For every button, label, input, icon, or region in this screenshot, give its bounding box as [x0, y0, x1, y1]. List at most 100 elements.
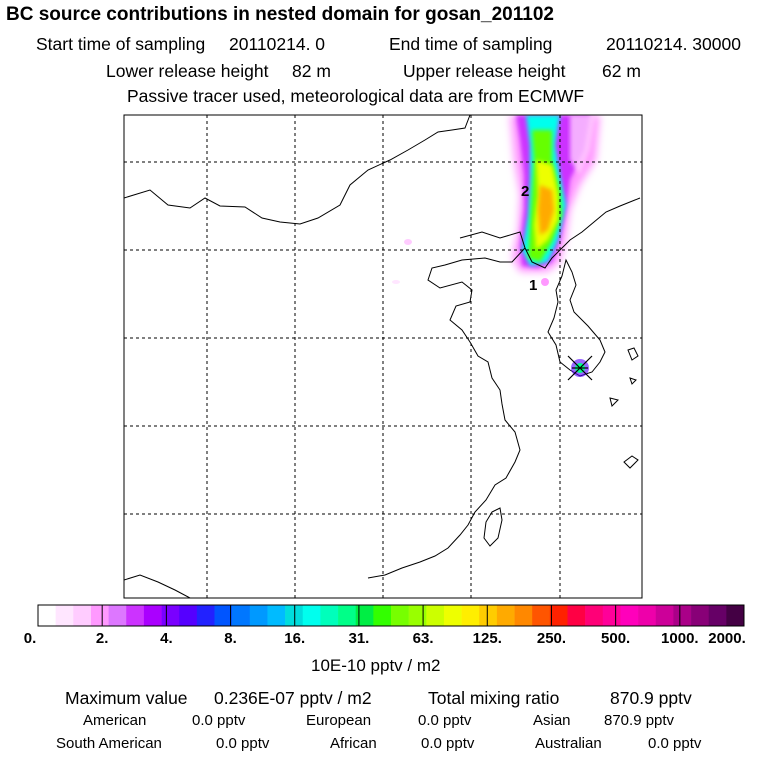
colorbar-swatch	[373, 605, 392, 626]
colorbar-swatch	[479, 605, 498, 626]
map-frame	[123, 114, 643, 599]
colorbar-swatch	[161, 605, 180, 626]
colorbar-swatch	[179, 605, 198, 626]
colorbar-swatch	[249, 605, 268, 626]
trajectory-label-1: 1	[529, 277, 537, 294]
colorbar-swatch	[302, 605, 321, 626]
colorbar-swatch	[108, 605, 127, 626]
colorbar-swatch	[708, 605, 727, 626]
south-american-value: 0.0 pptv	[216, 735, 270, 752]
colorbar-tick-label: 250.	[536, 630, 567, 647]
colorbar-swatch	[267, 605, 286, 626]
total-mixing-label: Total mixing ratio	[428, 688, 560, 708]
plume-speck-1	[404, 239, 412, 245]
bohai-coast	[367, 231, 526, 579]
colorbar-swatch	[602, 605, 621, 626]
korea-peninsula	[547, 258, 606, 377]
lower-height-value: 82 m	[292, 61, 331, 81]
plume-upper-light	[570, 115, 596, 175]
start-time-value: 20110214. 0	[229, 34, 326, 54]
american-value: 0.0 pptv	[192, 712, 246, 729]
colorbar-swatch	[285, 605, 304, 626]
plume-speck-3	[541, 278, 549, 286]
colorbar-swatch	[514, 605, 533, 626]
african-label: African	[330, 735, 377, 752]
australian-value: 0.0 pptv	[648, 735, 702, 752]
max-value-label: Maximum value	[65, 688, 188, 708]
colorbar-unit: 10E-10 pptv / m2	[311, 656, 441, 675]
plume-layer	[392, 115, 600, 286]
colorbar-tick-label: 125.	[472, 630, 502, 647]
colorbar-swatch	[143, 605, 162, 626]
taiwan	[483, 507, 503, 547]
total-mixing-value: 870.9 pptv	[610, 688, 692, 708]
colorbar-tick-label: 4.	[160, 630, 173, 647]
liaodong-peninsula	[524, 197, 641, 269]
colorbar-swatch	[90, 605, 109, 626]
asian-value: 870.9 pptv	[604, 712, 675, 729]
colorbar-swatch	[391, 605, 409, 626]
colorbar-swatch	[126, 605, 145, 626]
colorbar-swatch	[443, 605, 462, 626]
colorbar-swatch	[338, 605, 356, 626]
colorbar-tick-label: 2000.	[708, 630, 746, 647]
colorbar-swatch	[196, 605, 215, 626]
japan-islands-4	[609, 397, 619, 407]
colorbar-swatch	[426, 605, 445, 626]
colorbar-tick-label: 2.	[95, 630, 109, 647]
colorbar-swatch	[532, 605, 551, 626]
asian-label: Asian	[533, 712, 571, 729]
max-value: 0.236E-07 pptv / m2	[214, 688, 372, 708]
south-american-label: South American	[56, 735, 162, 752]
colorbar-swatch	[567, 605, 586, 626]
colorbar-tick-label: 500.	[601, 630, 631, 647]
colorbar-tick-label: 8.	[224, 630, 237, 647]
colorbar-swatch	[232, 605, 251, 626]
end-time-value: 20110214. 30000	[606, 34, 741, 54]
hainan-coast	[124, 574, 191, 598]
colorbar-swatch	[620, 605, 639, 626]
european-label: European	[306, 712, 372, 729]
colorbar-swatch	[673, 605, 692, 626]
end-time-label: End time of sampling	[389, 34, 553, 54]
china-mongolia-border	[124, 115, 471, 225]
plot-title: BC source contributions in nested domain…	[6, 4, 554, 25]
colorbar-tick-label: 63.	[412, 630, 434, 647]
african-value: 0.0 pptv	[421, 735, 475, 752]
lat-lon-grid	[124, 115, 642, 598]
japan-islands-3	[623, 455, 639, 469]
plume-speck-2	[392, 280, 400, 284]
colorbar-swatch	[691, 605, 709, 626]
colorbar-swatch	[585, 605, 604, 626]
colorbar-swatch	[655, 605, 674, 626]
start-time-label: Start time of sampling	[36, 34, 206, 54]
trajectory-label-2: 2	[521, 183, 529, 200]
upper-height-label: Upper release height	[403, 61, 566, 81]
european-value: 0.0 pptv	[418, 712, 472, 729]
colorbar-swatch	[496, 605, 515, 626]
colorbar-tick-label: 16.	[284, 630, 306, 647]
colorbar-swatch	[320, 605, 339, 626]
colorbar-swatch	[549, 605, 568, 626]
american-label: American	[83, 712, 147, 729]
japan-islands-1	[627, 347, 639, 361]
colorbar-tick-label: 0.	[23, 630, 37, 647]
colorbar-swatch	[355, 605, 374, 626]
station-marker	[567, 355, 593, 381]
plume-orange	[538, 185, 554, 235]
colorbar-swatch	[408, 605, 427, 626]
lower-height-label: Lower release height	[106, 61, 269, 81]
australian-label: Australian	[535, 735, 602, 752]
colorbar-swatch	[73, 605, 92, 626]
colorbar-tick-label: 1000.	[661, 630, 699, 647]
tracer-note: Passive tracer used, meteorological data…	[127, 86, 585, 106]
colorbar-swatch	[638, 605, 657, 626]
colorbar-swatch	[55, 605, 74, 626]
colorbar-swatch	[461, 605, 480, 626]
colorbar	[37, 604, 745, 627]
upper-height-value: 62 m	[602, 61, 641, 81]
colorbar-frame	[37, 604, 745, 627]
colorbar-swatch	[726, 605, 745, 626]
colorbar-swatch	[214, 605, 233, 626]
